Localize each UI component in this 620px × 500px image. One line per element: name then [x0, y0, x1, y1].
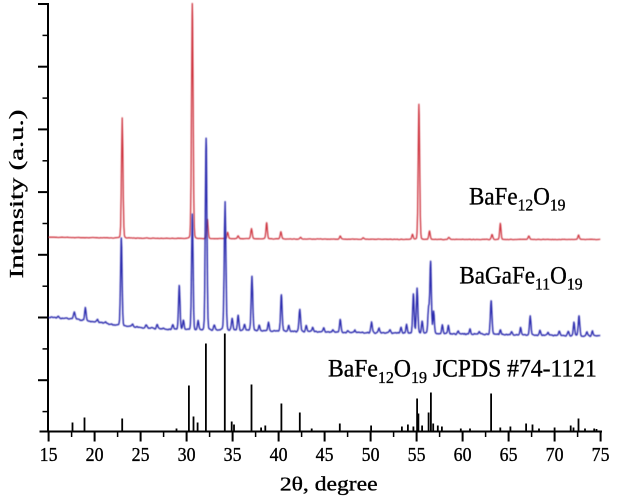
svg-text:65: 65 — [500, 444, 518, 466]
svg-text:75: 75 — [592, 444, 610, 466]
svg-text:35: 35 — [224, 444, 242, 466]
svg-text:BaFe12O19 JCPDS #74-1121: BaFe12O19 JCPDS #74-1121 — [328, 355, 597, 387]
svg-text:Intensity (a.u.): Intensity (a.u.) — [6, 110, 28, 279]
svg-text:25: 25 — [132, 444, 150, 466]
svg-text:55: 55 — [408, 444, 426, 466]
svg-text:BaGaFe11O19: BaGaFe11O19 — [459, 263, 582, 294]
svg-text:70: 70 — [546, 444, 564, 466]
svg-text:BaFe12O19: BaFe12O19 — [469, 183, 565, 214]
svg-text:60: 60 — [454, 444, 472, 466]
svg-text:40: 40 — [270, 444, 288, 466]
svg-text:30: 30 — [178, 444, 196, 466]
svg-text:15: 15 — [40, 444, 58, 466]
svg-text:50: 50 — [362, 444, 380, 466]
svg-text:20: 20 — [86, 444, 104, 466]
svg-text:45: 45 — [316, 444, 334, 466]
svg-text:2θ, degree: 2θ, degree — [280, 473, 378, 495]
